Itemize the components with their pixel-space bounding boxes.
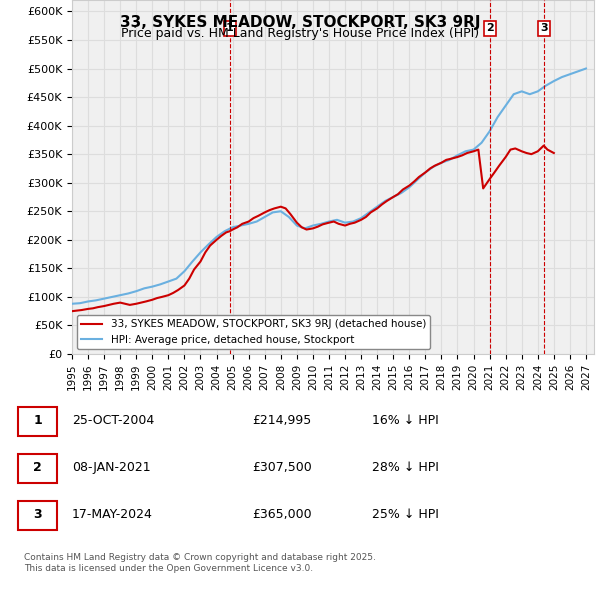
Text: £214,995: £214,995: [252, 414, 311, 427]
FancyBboxPatch shape: [18, 407, 57, 436]
Text: 28% ↓ HPI: 28% ↓ HPI: [372, 461, 439, 474]
Text: 25-OCT-2004: 25-OCT-2004: [72, 414, 154, 427]
Text: 16% ↓ HPI: 16% ↓ HPI: [372, 414, 439, 427]
Text: 2: 2: [486, 24, 494, 33]
Text: 3: 3: [540, 24, 548, 33]
Text: 08-JAN-2021: 08-JAN-2021: [72, 461, 151, 474]
FancyBboxPatch shape: [18, 454, 57, 483]
Text: 2: 2: [33, 461, 42, 474]
Legend: 33, SYKES MEADOW, STOCKPORT, SK3 9RJ (detached house), HPI: Average price, detac: 33, SYKES MEADOW, STOCKPORT, SK3 9RJ (de…: [77, 315, 430, 349]
Text: 33, SYKES MEADOW, STOCKPORT, SK3 9RJ: 33, SYKES MEADOW, STOCKPORT, SK3 9RJ: [120, 15, 480, 30]
Text: 3: 3: [33, 508, 42, 521]
Text: 25% ↓ HPI: 25% ↓ HPI: [372, 508, 439, 521]
Text: Contains HM Land Registry data © Crown copyright and database right 2025.
This d: Contains HM Land Registry data © Crown c…: [24, 553, 376, 573]
Text: 1: 1: [33, 414, 42, 427]
Text: Price paid vs. HM Land Registry's House Price Index (HPI): Price paid vs. HM Land Registry's House …: [121, 27, 479, 40]
Text: 17-MAY-2024: 17-MAY-2024: [72, 508, 153, 521]
Text: 1: 1: [226, 24, 233, 33]
FancyBboxPatch shape: [18, 501, 57, 530]
Text: £365,000: £365,000: [252, 508, 311, 521]
Text: £307,500: £307,500: [252, 461, 312, 474]
